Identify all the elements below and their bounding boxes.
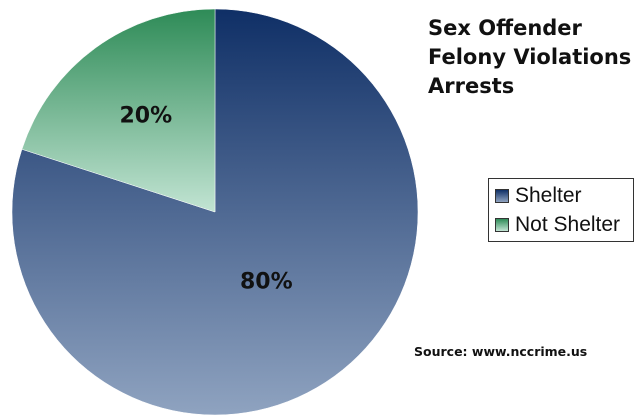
source-note: Source: www.nccrime.us: [414, 344, 588, 359]
chart-title: Sex Offender Felony Violations Arrests: [428, 14, 631, 101]
legend-label-shelter: Shelter: [515, 183, 582, 207]
legend-item-shelter: Shelter: [495, 181, 633, 210]
legend-item-not-shelter: Not Shelter: [495, 210, 633, 239]
legend-label-not-shelter: Not Shelter: [515, 212, 621, 236]
pie-slice-not-shelter: [21, 8, 216, 213]
chart-title-line-1: Sex Offender: [428, 16, 582, 40]
chart-title-line-3: Arrests: [428, 74, 515, 98]
legend-swatch-not-shelter: [495, 217, 509, 232]
legend-swatch-shelter: [495, 188, 509, 203]
chart-title-line-2: Felony Violations: [428, 45, 632, 69]
data-label-shelter: 80%: [240, 270, 293, 295]
data-label-not-shelter: 20%: [119, 104, 172, 129]
legend: Shelter Not Shelter: [488, 178, 634, 242]
